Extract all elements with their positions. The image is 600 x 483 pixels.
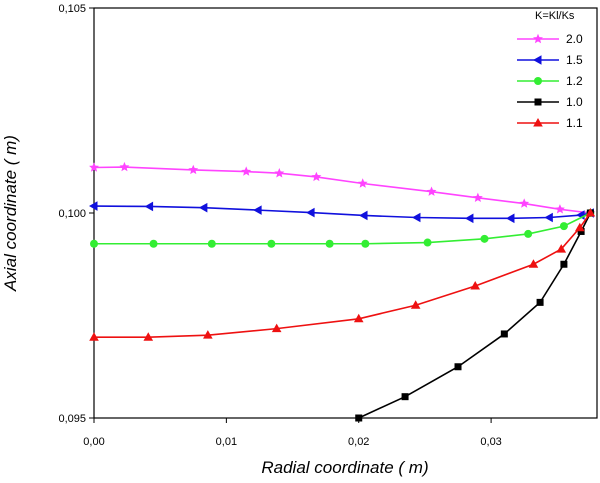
legend-marker [533,33,543,44]
legend-marker [534,77,542,85]
data-point [361,239,370,248]
data-point [401,393,409,401]
legend-item: 1.1 [517,116,583,130]
x-tick-label: 0,02 [348,436,369,448]
data-point [577,227,585,235]
legend-label: 1.5 [566,53,583,67]
data-point [544,212,553,223]
data-point [411,212,421,223]
data-point [325,239,334,248]
data-point [353,313,364,323]
data-point [464,213,474,224]
data-point [454,363,462,371]
series-1.5 [89,201,594,224]
data-point [559,222,568,231]
data-point [505,213,515,224]
y-tick-label: 0,105 [58,3,86,15]
data-point [274,168,285,178]
data-point [357,178,368,188]
data-point [536,298,544,306]
data-point [241,166,252,176]
data-point [574,222,585,232]
legend-label: 2.0 [566,32,583,46]
legend-title: K=Kl/Ks [535,10,575,22]
data-point [480,234,489,243]
series-2.0 [89,161,596,218]
legend-item: 1.5 [517,53,583,67]
data-point [472,192,483,203]
data-point [144,201,154,212]
legend: K=Kl/Ks 2.0 1.5 1.2 1.0 1.1 [517,10,583,130]
series-layer [89,161,596,422]
legend-marker [533,118,543,127]
data-point [500,330,508,338]
x-tick-label: 0,01 [216,436,237,448]
legend-item: 1.2 [517,74,583,88]
y-axis-title: Axial coordinate ( m) [1,135,20,292]
axis-ticks: 0,00 0,01 0,02 0,03 0,095 0,100 0,105 [58,3,501,448]
data-point [253,205,262,215]
data-point [556,244,567,253]
series-1.2 [90,209,595,248]
data-point [355,414,363,422]
y-tick-label: 0,100 [58,208,86,220]
legend-label: 1.1 [566,116,583,130]
data-point [267,239,276,248]
data-point [149,239,158,248]
series-line [358,212,592,419]
data-point [554,204,565,214]
data-point [311,171,322,182]
series-1.0 [355,209,594,422]
data-point [359,210,368,221]
legend-item: 1.0 [517,95,583,109]
legend-label: 1.0 [566,95,583,109]
series-line [93,205,591,220]
data-point [143,332,154,341]
data-point [89,332,99,341]
data-point [528,259,539,268]
legend-label: 1.2 [566,74,583,88]
data-point [207,239,216,248]
data-point [203,330,213,339]
legend-marker [534,98,542,106]
data-point [188,164,199,175]
data-point [271,323,282,333]
x-axis-title: Radial coordinate ( m) [261,458,428,477]
y-tick-label: 0,095 [58,413,86,425]
plot-frame [93,7,598,419]
x-tick-label: 0,00 [83,436,104,448]
series-1.1 [89,208,596,341]
data-point [89,201,98,211]
data-point [585,208,596,217]
data-point [524,229,533,238]
data-point [90,239,98,248]
data-point [470,280,481,290]
data-point [306,207,315,218]
data-point [410,300,421,309]
data-point [198,202,208,213]
data-point [423,238,432,247]
data-point [519,198,530,208]
legend-marker [533,55,542,65]
legend-item: 2.0 [517,32,583,46]
series-line [94,212,592,339]
data-point [89,162,99,172]
series-line [93,166,591,214]
data-point [426,186,437,196]
x-tick-label: 0,03 [480,436,501,448]
data-point [560,260,568,268]
data-point [119,161,130,172]
